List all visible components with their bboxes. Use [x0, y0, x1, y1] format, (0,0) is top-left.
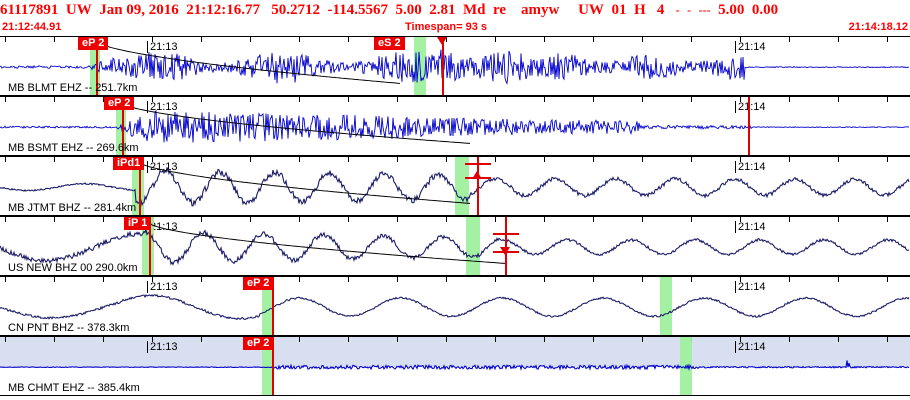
trace-panel[interactable]: eP 2 21:13 21:14 MB CHMT EHZ -- 385.4km [0, 336, 910, 396]
channel-label[interactable]: MB BLMT EHZ -- 251.7km [8, 82, 138, 94]
waveform-trace [0, 294, 910, 321]
channel-label[interactable]: US NEW BHZ 00 290.0km [8, 262, 138, 274]
time-axis-label: 21:13 [147, 341, 178, 353]
channel-label[interactable]: MB JTMT BHZ -- 281.4km [8, 202, 137, 214]
event-dash-3: --- [698, 3, 711, 17]
trace-panel[interactable]: iPd1 21:13 21:14 MB JTMT BHZ -- 281.4km [0, 156, 910, 216]
time-axis-label: 21:14 [735, 41, 766, 53]
amplitude-arrow-icon [472, 171, 482, 179]
event-rms: 5.00 [718, 2, 745, 18]
event-nphases: 4 [656, 2, 665, 18]
channel-label[interactable]: CN PNT BHZ -- 378.3km [8, 322, 130, 334]
trace-panel[interactable]: eP 2 eS 2 21:13 21:14 MB BLMT EHZ -- 251.7km [0, 36, 910, 96]
event-network: UW [65, 2, 92, 18]
time-axis-label: 21:14 [735, 161, 766, 173]
trace-panel[interactable]: eP 2 21:13 21:14 MB BSMT EHZ -- 269.6km [0, 96, 910, 156]
trace-plot-area[interactable]: eP 2 21:13 21:14 CN PNT BHZ -- 378.3km [0, 277, 910, 335]
event-date: Jan 09, 2016 [99, 2, 179, 18]
trace-plot-area[interactable]: eP 2 eS 2 21:13 21:14 MB BLMT EHZ -- 251.7km [0, 37, 910, 95]
event-latitude: 50.2712 [271, 2, 321, 18]
window-start-time: 21:12:44.91 [2, 21, 62, 33]
amplitude-measure-bar [493, 233, 519, 235]
pick-highlight-band [262, 277, 274, 335]
phase-pick-label[interactable]: iPd1 [113, 157, 145, 170]
phase-pick-label[interactable]: eP 2 [243, 277, 274, 290]
event-longitude: -114.5567 [327, 2, 388, 18]
trace-plot-area[interactable]: iPd1 21:13 21:14 MB JTMT BHZ -- 281.4km [0, 157, 910, 215]
phase-pick-label[interactable]: eS 2 [374, 37, 405, 50]
event-dash-2: - [687, 3, 692, 17]
phase-pick-marker[interactable] [272, 337, 274, 395]
pick-highlight-band [660, 277, 672, 335]
timespan-label: Timespan= 93 s [405, 21, 488, 33]
amplitude-arrow-icon [500, 247, 510, 255]
channel-label[interactable]: MB CHMT EHZ -- 385.4km [8, 382, 140, 394]
event-depth: 5.00 [395, 2, 422, 18]
phase-pick-marker[interactable] [442, 37, 444, 95]
time-axis-label: 21:14 [735, 221, 766, 233]
event-magnitude: 2.81 [429, 2, 456, 18]
trace-plot-area[interactable]: eP 2 21:13 21:14 MB BSMT EHZ -- 269.6km [0, 97, 910, 155]
coda-arrow-icon [437, 37, 447, 45]
trace-plot-area[interactable]: iP 1 21:13 21:14 US NEW BHZ 00 290.0km [0, 217, 910, 275]
event-magnitude-type: Md [462, 2, 486, 18]
event-author: amyw [521, 2, 560, 18]
phase-pick-label[interactable]: iP 1 [124, 217, 152, 230]
phase-pick-marker[interactable] [748, 97, 750, 155]
time-axis-label: 21:14 [735, 101, 766, 113]
trace-panel[interactable]: eP 2 21:13 21:14 CN PNT BHZ -- 378.3km [0, 276, 910, 336]
time-axis-label: 21:14 [735, 341, 766, 353]
timespan-bar: 21:12:44.91 Timespan= 93 s 21:14:18.12 [0, 20, 910, 35]
pick-highlight-band [262, 337, 274, 395]
channel-label[interactable]: MB BSMT EHZ -- 269.6km [8, 142, 139, 154]
event-version: 01 [611, 2, 627, 18]
event-dash-1: - [675, 3, 680, 17]
time-axis-label: 21:13 [147, 281, 178, 293]
amplitude-measure-bar [465, 163, 491, 165]
event-quality: re [492, 2, 507, 18]
event-header-line: 61117891 UW Jan 09, 2016 21:12:16.77 50.… [0, 0, 910, 20]
trace-plot-area[interactable]: eP 2 21:13 21:14 MB CHMT EHZ -- 385.4km [0, 337, 910, 395]
phase-pick-marker[interactable] [505, 217, 507, 275]
phase-pick-label[interactable]: eP 2 [243, 337, 274, 350]
phase-pick-marker[interactable] [477, 157, 479, 215]
trace-panel[interactable]: iP 1 21:13 21:14 US NEW BHZ 00 290.0km [0, 216, 910, 276]
event-erz: 0.00 [751, 2, 779, 18]
phase-pick-label[interactable]: eP 2 [104, 97, 135, 110]
phase-pick-marker[interactable] [272, 277, 274, 335]
window-end-time: 21:14:18.12 [848, 21, 908, 33]
event-origin-time: 21:12:16.77 [186, 2, 261, 18]
selection-fill [0, 337, 910, 367]
event-source: UW [578, 2, 604, 18]
phase-pick-label[interactable]: eP 2 [78, 37, 109, 50]
waveform-trace [0, 360, 910, 372]
event-flag: H [633, 2, 646, 18]
time-axis-label: 21:14 [735, 281, 766, 293]
event-id: 61117891 [0, 2, 59, 18]
